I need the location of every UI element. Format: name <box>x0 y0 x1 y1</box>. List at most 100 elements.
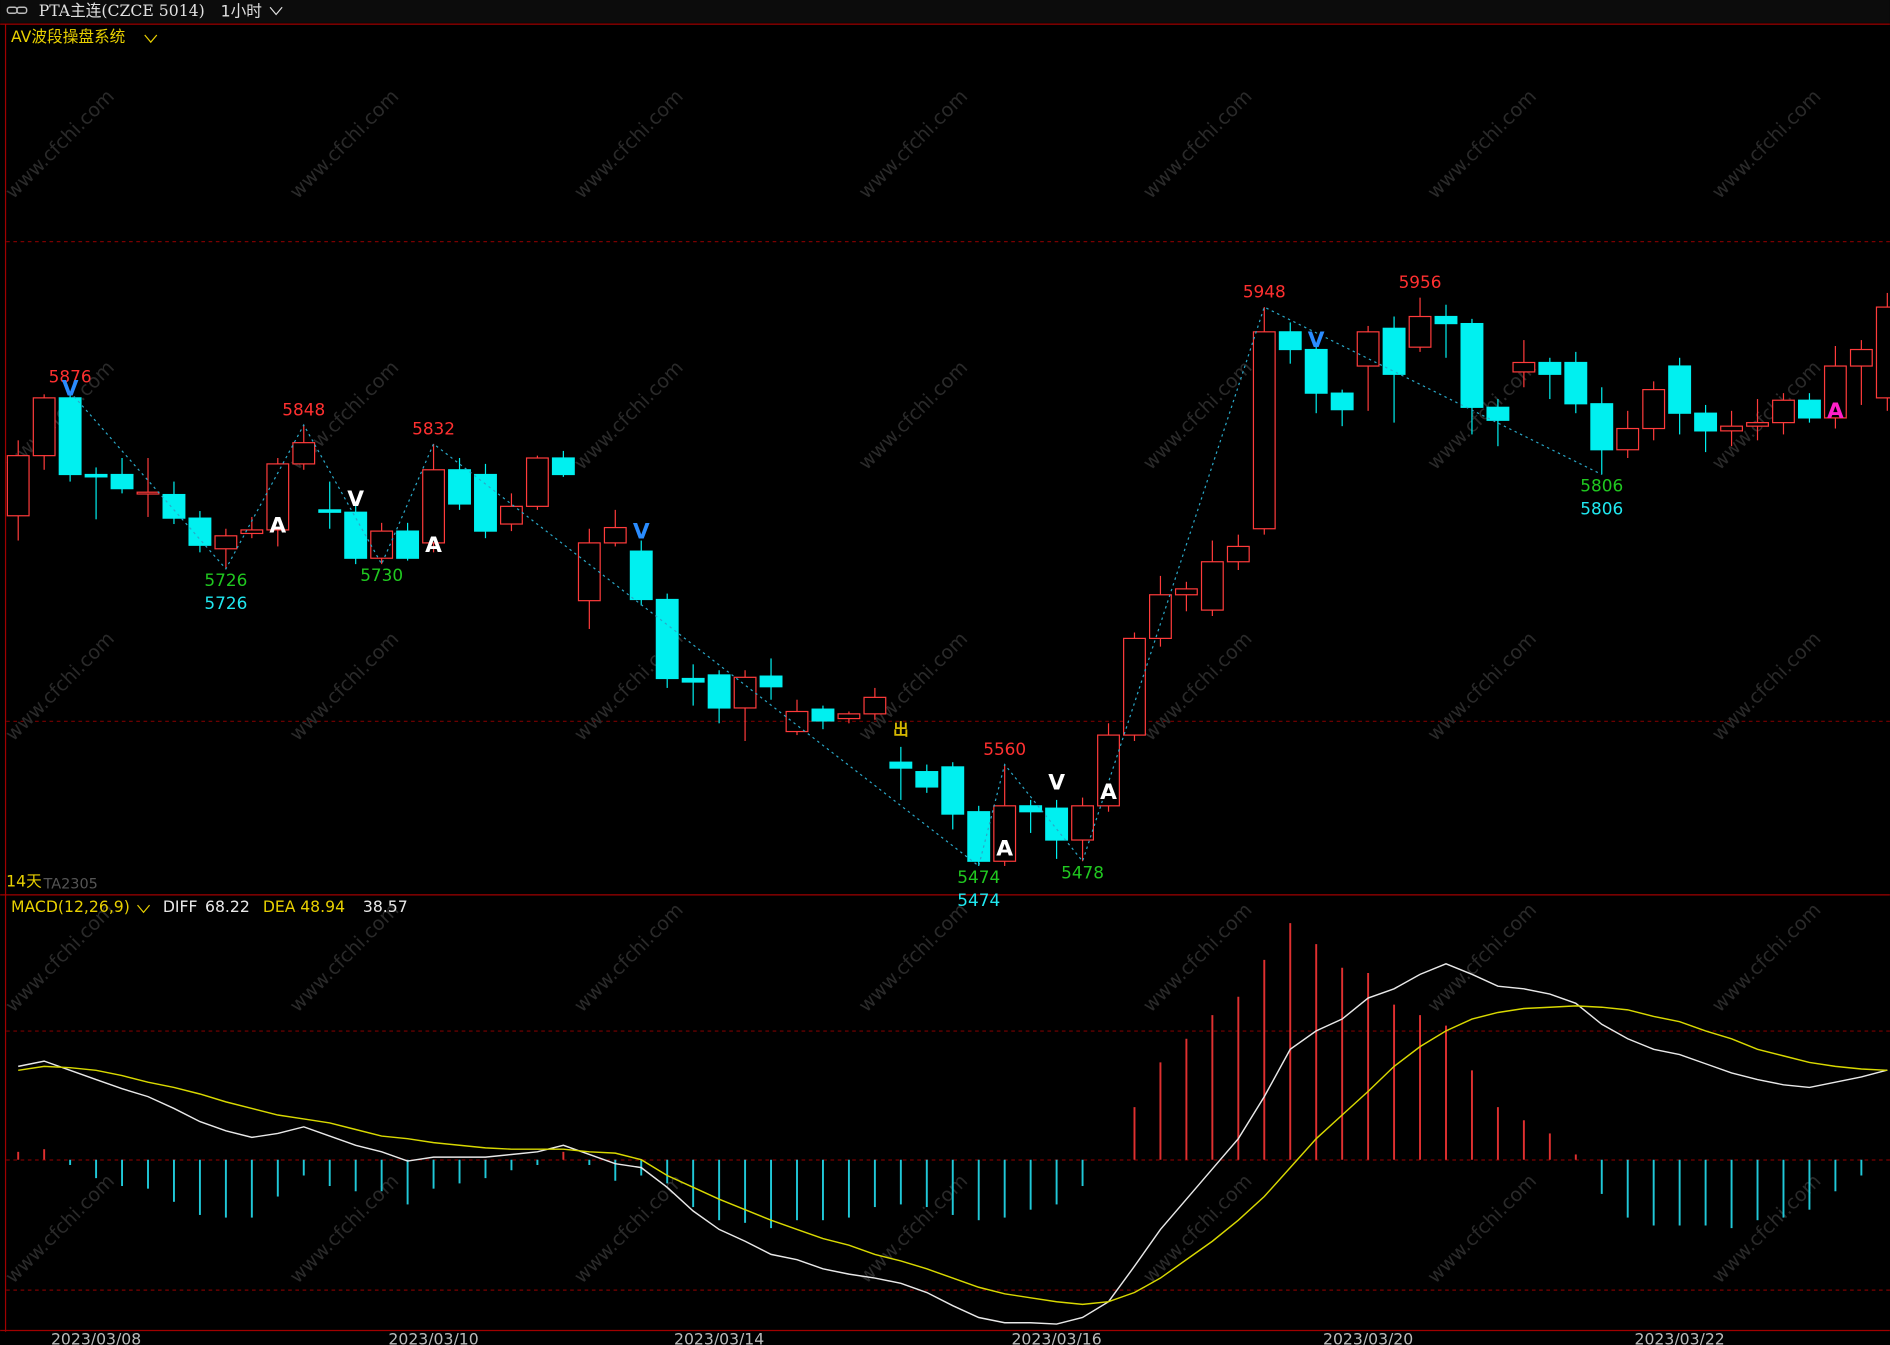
candle-body <box>1720 425 1744 432</box>
indicator-chevron[interactable] <box>144 34 158 44</box>
candle-body <box>889 761 913 769</box>
signal: A <box>996 837 1013 862</box>
candle-body <box>1772 399 1795 424</box>
low-label-2: 5806 <box>1580 498 1623 518</box>
candle-body <box>1045 807 1069 841</box>
candle-body <box>1668 365 1692 414</box>
signal: V <box>347 487 364 512</box>
candle-body <box>1512 361 1536 373</box>
candle-body <box>1408 315 1432 348</box>
x-tick-label: 2023/03/08 <box>51 1330 141 1345</box>
signal: V <box>1048 770 1065 795</box>
candle-body <box>1797 399 1821 419</box>
candle-body <box>1097 734 1120 807</box>
readout-macd: 38.57 <box>363 897 408 916</box>
candle-body <box>655 598 679 680</box>
candle-body <box>1148 594 1172 640</box>
candle-body <box>32 397 56 457</box>
candle-body <box>1849 348 1873 367</box>
macd-chevron[interactable] <box>137 904 151 914</box>
symbol[interactable]: PTA主连(CZCE 5014) <box>39 1 205 20</box>
candle-body <box>551 457 575 476</box>
x-tick-label: 2023/03/22 <box>1635 1330 1725 1345</box>
candle-body <box>344 511 368 559</box>
readout-diff: 68.22 <box>205 897 250 916</box>
signal: A <box>1100 780 1117 805</box>
macd-line <box>18 963 1888 1325</box>
candle-body <box>1875 306 1890 399</box>
candle-body <box>759 675 783 688</box>
candle-body <box>499 505 523 525</box>
candle-body <box>266 463 290 531</box>
candle-body <box>1694 412 1718 432</box>
x-tick-label: 2023/03/20 <box>1323 1330 1413 1345</box>
candle-body <box>1746 422 1769 427</box>
candle-body <box>1616 427 1640 451</box>
low-label: 5726 <box>204 570 247 590</box>
candle-body <box>1823 365 1847 419</box>
x-tick-label: 2023/03/14 <box>674 1330 764 1345</box>
candle-body <box>292 442 316 465</box>
signal: A <box>269 514 286 539</box>
candle-body <box>681 677 705 683</box>
candle-body <box>1278 331 1302 351</box>
candle-body <box>214 535 238 550</box>
candle-body <box>863 696 887 715</box>
candle-body <box>785 710 809 733</box>
candle-body <box>136 491 160 495</box>
signal: V <box>62 376 79 401</box>
contract: TA2305 <box>43 877 98 893</box>
panel-guides <box>6 241 1890 1291</box>
x-tick-label: 2023/03/10 <box>388 1330 478 1345</box>
candle-body <box>1642 389 1666 430</box>
candle-body <box>1590 403 1614 451</box>
candle-body <box>1252 331 1276 530</box>
candle-body <box>110 473 134 490</box>
low-label-2: 5726 <box>204 593 247 613</box>
candle-body <box>1123 637 1146 736</box>
indicator-name[interactable]: AV波段操盘系统 <box>11 27 125 46</box>
candle-body <box>1071 805 1095 841</box>
candle-body <box>915 771 939 788</box>
period-chevron[interactable] <box>269 6 283 16</box>
candle-body <box>1538 361 1562 375</box>
macd-title[interactable]: MACD(12,26,9) <box>11 897 130 916</box>
candle-body <box>1019 805 1043 813</box>
period[interactable]: 1小时 <box>221 2 263 21</box>
days: 14天 <box>6 872 42 891</box>
candle-body <box>396 530 420 559</box>
signal: A <box>425 533 442 558</box>
candle-body <box>448 469 471 505</box>
candle-body <box>525 457 549 507</box>
high-label: 5948 <box>1243 282 1286 302</box>
legend-diff: DIFF <box>163 897 198 916</box>
candle-body <box>733 676 757 709</box>
candle-body <box>422 469 446 544</box>
candle-body <box>1200 561 1224 611</box>
candle-body <box>84 473 108 478</box>
high-label: 5832 <box>412 418 455 438</box>
macd-line <box>18 1005 1888 1306</box>
low-label: 5806 <box>1580 476 1623 496</box>
candle-body <box>837 713 861 720</box>
signal: A <box>1827 399 1844 424</box>
low-label: 5474 <box>957 867 1000 887</box>
candle-body <box>941 766 965 815</box>
candle-body <box>58 397 82 476</box>
legend-dea: DEA <box>263 897 296 916</box>
candle-body <box>1330 392 1354 411</box>
candle-body <box>318 509 342 513</box>
link-icon <box>6 6 28 14</box>
high-label: 5560 <box>983 739 1026 759</box>
candle-body <box>1226 545 1250 563</box>
low-label-2: 5474 <box>957 890 1000 910</box>
candle-body <box>629 550 653 601</box>
candle-body <box>188 517 212 546</box>
signal: V <box>633 520 650 545</box>
frame <box>0 23 1890 1332</box>
candle-body <box>162 493 186 519</box>
signal: V <box>1308 328 1325 353</box>
